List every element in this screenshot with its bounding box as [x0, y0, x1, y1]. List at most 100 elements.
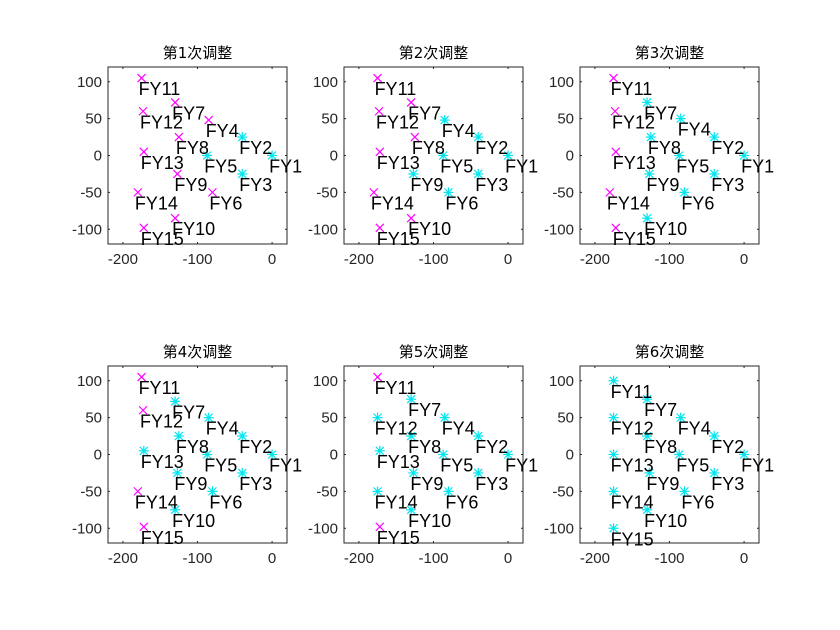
x-marker — [375, 522, 385, 532]
point-label: FY1 — [741, 456, 774, 476]
x-marker — [139, 147, 149, 157]
point-label: FY5 — [204, 157, 237, 177]
x-tick-label: -200 — [344, 550, 374, 567]
point-label: FY12 — [612, 112, 655, 132]
y-tick-label: 50 — [557, 111, 574, 128]
point-label: FY9 — [174, 175, 207, 195]
asterisk-marker — [406, 394, 417, 405]
point-label: FY4 — [442, 419, 475, 439]
point-label: FY7 — [408, 103, 441, 123]
asterisk-marker — [438, 449, 449, 460]
x-marker — [137, 73, 146, 83]
point-label: FY4 — [206, 121, 239, 141]
y-tick-label: -50 — [80, 184, 102, 201]
x-marker — [170, 97, 180, 107]
x-tick-label: -200 — [580, 550, 610, 567]
point-label: FY7 — [172, 103, 205, 123]
asterisk-marker — [709, 168, 720, 179]
y-tick-label: -50 — [316, 184, 338, 201]
asterisk-marker — [608, 486, 619, 497]
asterisk-marker — [644, 168, 655, 179]
x-marker — [373, 73, 382, 83]
point-label: FY14 — [135, 492, 178, 512]
asterisk-marker — [473, 431, 484, 442]
x-marker — [138, 405, 148, 415]
x-marker — [611, 147, 621, 157]
asterisk-marker — [642, 394, 653, 405]
point-label: FY5 — [204, 456, 237, 476]
y-tick-label: -100 — [544, 520, 574, 537]
point-label: FY5 — [440, 456, 473, 476]
asterisk-marker — [406, 431, 417, 442]
y-tick-label: 100 — [549, 373, 574, 390]
asterisk-marker — [207, 486, 218, 497]
asterisk-marker — [642, 431, 653, 442]
x-tick-label: 0 — [504, 251, 512, 268]
x-marker — [374, 106, 384, 116]
asterisk-marker — [679, 187, 690, 198]
x-marker — [605, 187, 615, 197]
asterisk-marker — [675, 113, 686, 124]
asterisk-marker — [172, 467, 183, 478]
x-marker — [406, 97, 416, 107]
y-tick-label: 0 — [330, 447, 338, 464]
point-label: FY7 — [408, 400, 441, 420]
asterisk-marker — [237, 132, 248, 143]
y-tick-label: -50 — [552, 184, 574, 201]
asterisk-marker — [202, 449, 213, 460]
asterisk-marker — [237, 467, 248, 478]
point-label: FY9 — [646, 175, 679, 195]
y-tick-label: -100 — [308, 520, 338, 537]
y-tick-label: 0 — [330, 148, 338, 165]
point-label: FY14 — [371, 193, 414, 213]
point-label: FY10 — [644, 511, 687, 531]
point-label: FY15 — [141, 528, 184, 548]
panel-title: 第6次调整 — [635, 343, 705, 361]
asterisk-marker — [237, 168, 248, 179]
asterisk-marker — [170, 396, 181, 407]
point-label: FY3 — [475, 175, 508, 195]
point-label: FY13 — [141, 153, 184, 173]
point-label: FY6 — [209, 492, 242, 512]
point-label: FY2 — [239, 138, 272, 158]
asterisk-marker — [267, 150, 278, 161]
x-marker — [611, 223, 621, 233]
point-label: FY2 — [711, 138, 744, 158]
point-label: FY8 — [644, 437, 677, 457]
point-label: FY11 — [611, 79, 653, 99]
asterisk-marker — [642, 97, 653, 108]
point-label: FY14 — [375, 492, 418, 512]
asterisk-marker — [675, 412, 686, 423]
panel-2: 第2次调整-200 -100 0-100-50050100FY1FY2FY3FY4F… — [308, 44, 538, 268]
point-label: FY11 — [375, 79, 417, 99]
asterisk-marker — [203, 412, 214, 423]
point-label: FY8 — [176, 437, 209, 457]
point-label: FY11 — [139, 79, 181, 99]
x-tick-label: -200 — [580, 251, 610, 268]
point-label: FY10 — [172, 511, 215, 531]
y-tick-label: -100 — [72, 520, 102, 537]
asterisk-marker — [608, 375, 619, 386]
point-label: FY7 — [644, 400, 677, 420]
point-label: FY11 — [375, 378, 417, 398]
asterisk-marker — [443, 486, 454, 497]
x-marker — [172, 169, 182, 179]
y-tick-label: -50 — [552, 483, 574, 500]
y-tick-label: -50 — [316, 483, 338, 500]
x-marker — [373, 372, 382, 382]
asterisk-marker — [642, 213, 653, 224]
point-label: FY3 — [711, 474, 744, 494]
point-label: FY7 — [644, 103, 677, 123]
asterisk-marker — [608, 523, 619, 534]
asterisk-marker — [408, 168, 419, 179]
x-marker — [133, 486, 143, 496]
point-label: FY9 — [174, 474, 207, 494]
x-tick-label: 0 — [268, 251, 276, 268]
asterisk-marker — [679, 486, 690, 497]
point-label: FY6 — [681, 492, 714, 512]
point-label: FY1 — [505, 456, 538, 476]
point-label: FY1 — [269, 157, 302, 177]
asterisk-marker — [709, 431, 720, 442]
x-marker — [610, 106, 620, 116]
point-label: FY8 — [408, 437, 441, 457]
